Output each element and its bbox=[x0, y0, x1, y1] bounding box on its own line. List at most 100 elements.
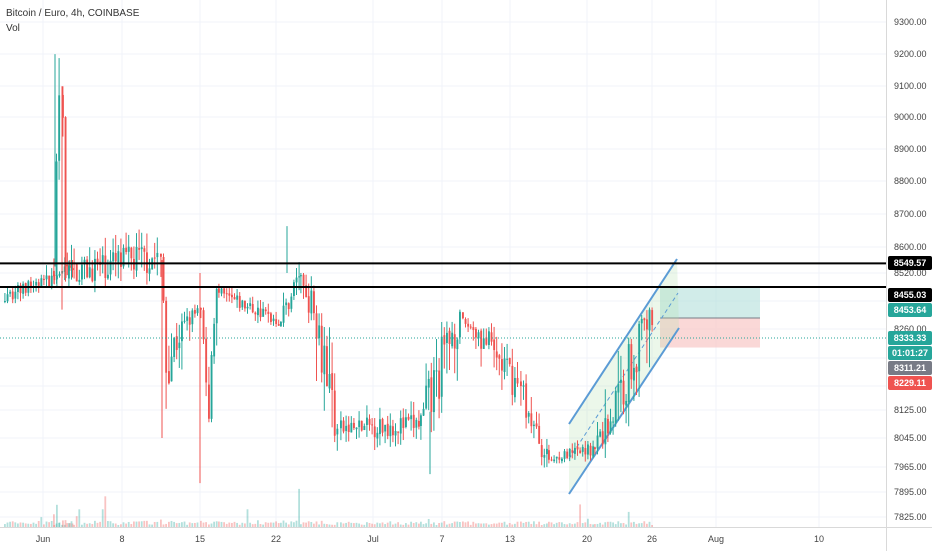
volume-bar bbox=[101, 509, 104, 527]
chart-area[interactable]: Bitcoin / Euro, 4h, COINBASE Vol bbox=[0, 0, 886, 527]
candle-body bbox=[358, 420, 361, 428]
candle-body bbox=[630, 344, 633, 380]
volume-bar bbox=[651, 524, 653, 527]
volume-bar bbox=[264, 522, 267, 527]
volume-bar bbox=[472, 521, 475, 527]
volume-bar bbox=[482, 523, 485, 527]
volume-bar bbox=[35, 523, 37, 527]
candle-body bbox=[104, 255, 107, 278]
level-tag-support: 8455.03 bbox=[888, 288, 932, 302]
volume-bar bbox=[599, 522, 601, 527]
candle-body bbox=[469, 326, 472, 328]
candle-body bbox=[257, 307, 259, 316]
time-label: 20 bbox=[581, 534, 593, 544]
candle-body bbox=[135, 246, 138, 271]
time-label: 8 bbox=[119, 534, 125, 544]
volume-bar bbox=[285, 522, 287, 527]
candle-body bbox=[612, 421, 615, 423]
volume-bar bbox=[32, 522, 35, 527]
volume-bar bbox=[553, 524, 555, 527]
price-chart[interactable] bbox=[0, 0, 886, 527]
volume-bar bbox=[347, 521, 350, 527]
candle-body bbox=[538, 425, 541, 444]
volume-bar bbox=[61, 524, 63, 527]
candle-body bbox=[69, 265, 71, 268]
volume-bar bbox=[508, 522, 511, 527]
level-tag-resistance: 8549.57 bbox=[888, 256, 932, 270]
candle-body bbox=[138, 247, 141, 250]
volume-bar bbox=[402, 524, 405, 527]
candle-body bbox=[485, 337, 488, 345]
volume-bar bbox=[589, 523, 592, 527]
candle-body bbox=[35, 281, 38, 286]
candle-body bbox=[389, 425, 392, 437]
candle-body bbox=[495, 351, 498, 358]
candle-body bbox=[415, 419, 418, 428]
candle-body bbox=[435, 370, 438, 372]
volume-bar bbox=[117, 524, 120, 527]
candle-body bbox=[62, 94, 64, 118]
candle-body bbox=[290, 296, 293, 309]
candle-body bbox=[360, 420, 363, 431]
volume-bar bbox=[53, 514, 55, 527]
candle-body bbox=[501, 359, 503, 371]
volume-bar bbox=[350, 522, 353, 527]
candle-body bbox=[213, 323, 216, 357]
volume-bar bbox=[488, 524, 490, 527]
volume-bar bbox=[202, 522, 205, 527]
candle-body bbox=[37, 282, 40, 286]
candle-body bbox=[622, 380, 625, 405]
volume-bar bbox=[19, 522, 22, 527]
volume-bar bbox=[86, 523, 88, 527]
time-label: 22 bbox=[270, 534, 282, 544]
candle-body bbox=[58, 273, 61, 276]
volume-bar bbox=[353, 523, 355, 527]
candle-body bbox=[459, 311, 461, 338]
candle-body bbox=[433, 370, 435, 413]
volume-bar bbox=[538, 521, 540, 527]
volume-bar bbox=[4, 524, 6, 527]
volume-bar bbox=[259, 524, 262, 527]
candle-body bbox=[446, 332, 448, 343]
candle-body bbox=[43, 278, 45, 281]
candle-body bbox=[347, 424, 350, 433]
candle-body bbox=[223, 288, 226, 294]
candle-body bbox=[412, 414, 415, 428]
candle-body bbox=[627, 344, 630, 403]
candle-body bbox=[259, 308, 262, 318]
candle-body bbox=[231, 294, 233, 298]
candle-body bbox=[331, 373, 334, 390]
volume-bar bbox=[373, 524, 376, 527]
symbol-legend[interactable]: Bitcoin / Euro, 4h, COINBASE bbox=[6, 8, 140, 19]
volume-bar bbox=[555, 522, 558, 527]
volume-bar bbox=[363, 524, 366, 527]
price-tick: 8600.00 bbox=[894, 242, 927, 252]
stop-price-tag: 8229.11 bbox=[888, 376, 932, 390]
candle-body bbox=[86, 259, 89, 278]
time-axis[interactable]: Jun 8 15 22 Jul 7 13 20 26 Aug 10 bbox=[0, 527, 886, 551]
candle-body bbox=[307, 296, 310, 313]
candle-body bbox=[533, 424, 535, 426]
candle-body bbox=[525, 383, 528, 418]
candle-body bbox=[568, 448, 571, 457]
price-tick: 7825.00 bbox=[894, 512, 927, 522]
candle-body bbox=[392, 426, 394, 436]
candle-body bbox=[196, 308, 199, 314]
volume-bar bbox=[503, 521, 506, 527]
candle-body bbox=[153, 257, 156, 259]
candle-body bbox=[191, 310, 194, 325]
candle-body bbox=[516, 377, 519, 384]
candle-body bbox=[50, 275, 53, 288]
candle-body bbox=[156, 252, 159, 258]
volume-bar bbox=[249, 522, 251, 527]
volume-bar bbox=[412, 523, 415, 527]
volume-bar bbox=[453, 521, 456, 527]
price-axis[interactable]: 9300.00 9200.00 9100.00 9000.00 8900.00 … bbox=[886, 0, 932, 527]
volume-bar bbox=[241, 522, 244, 527]
volume-bar bbox=[215, 521, 218, 527]
volume-bar bbox=[194, 522, 196, 527]
volume-legend[interactable]: Vol bbox=[6, 23, 20, 34]
candle-body bbox=[114, 252, 117, 262]
candle-body bbox=[420, 415, 422, 426]
time-label: 7 bbox=[439, 534, 445, 544]
